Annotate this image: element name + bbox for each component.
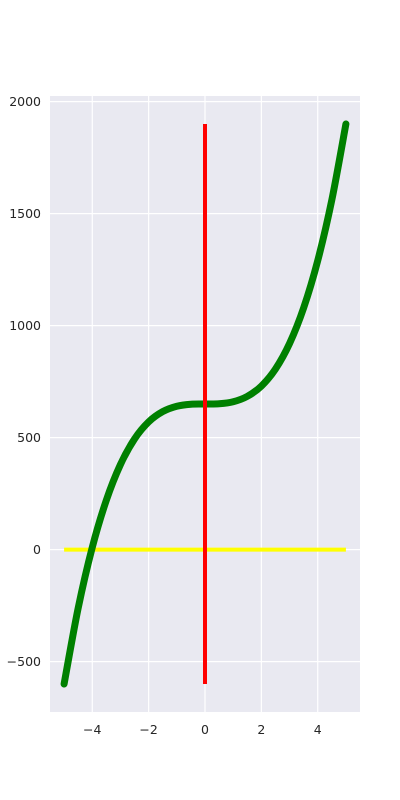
y-tick-label: 1000 [9, 318, 41, 333]
series-layer [60, 120, 350, 688]
x-tick-label: 4 [314, 722, 322, 737]
x-axis-ticks: −4 −2 0 2 4 [83, 722, 322, 737]
x-tick-label: −4 [83, 722, 101, 737]
y-tick-label: −500 [7, 654, 41, 669]
y-tick-label: 1500 [9, 206, 41, 221]
x-tick-label: 0 [201, 722, 209, 737]
y-tick-label: 0 [33, 542, 41, 557]
y-axis-ticks: −500 0 500 1000 1500 2000 [7, 94, 41, 669]
y-tick-label: 2000 [9, 94, 41, 109]
y-tick-label: 500 [17, 430, 41, 445]
x-tick-label: 2 [257, 722, 265, 737]
x-tick-label: −2 [139, 722, 157, 737]
